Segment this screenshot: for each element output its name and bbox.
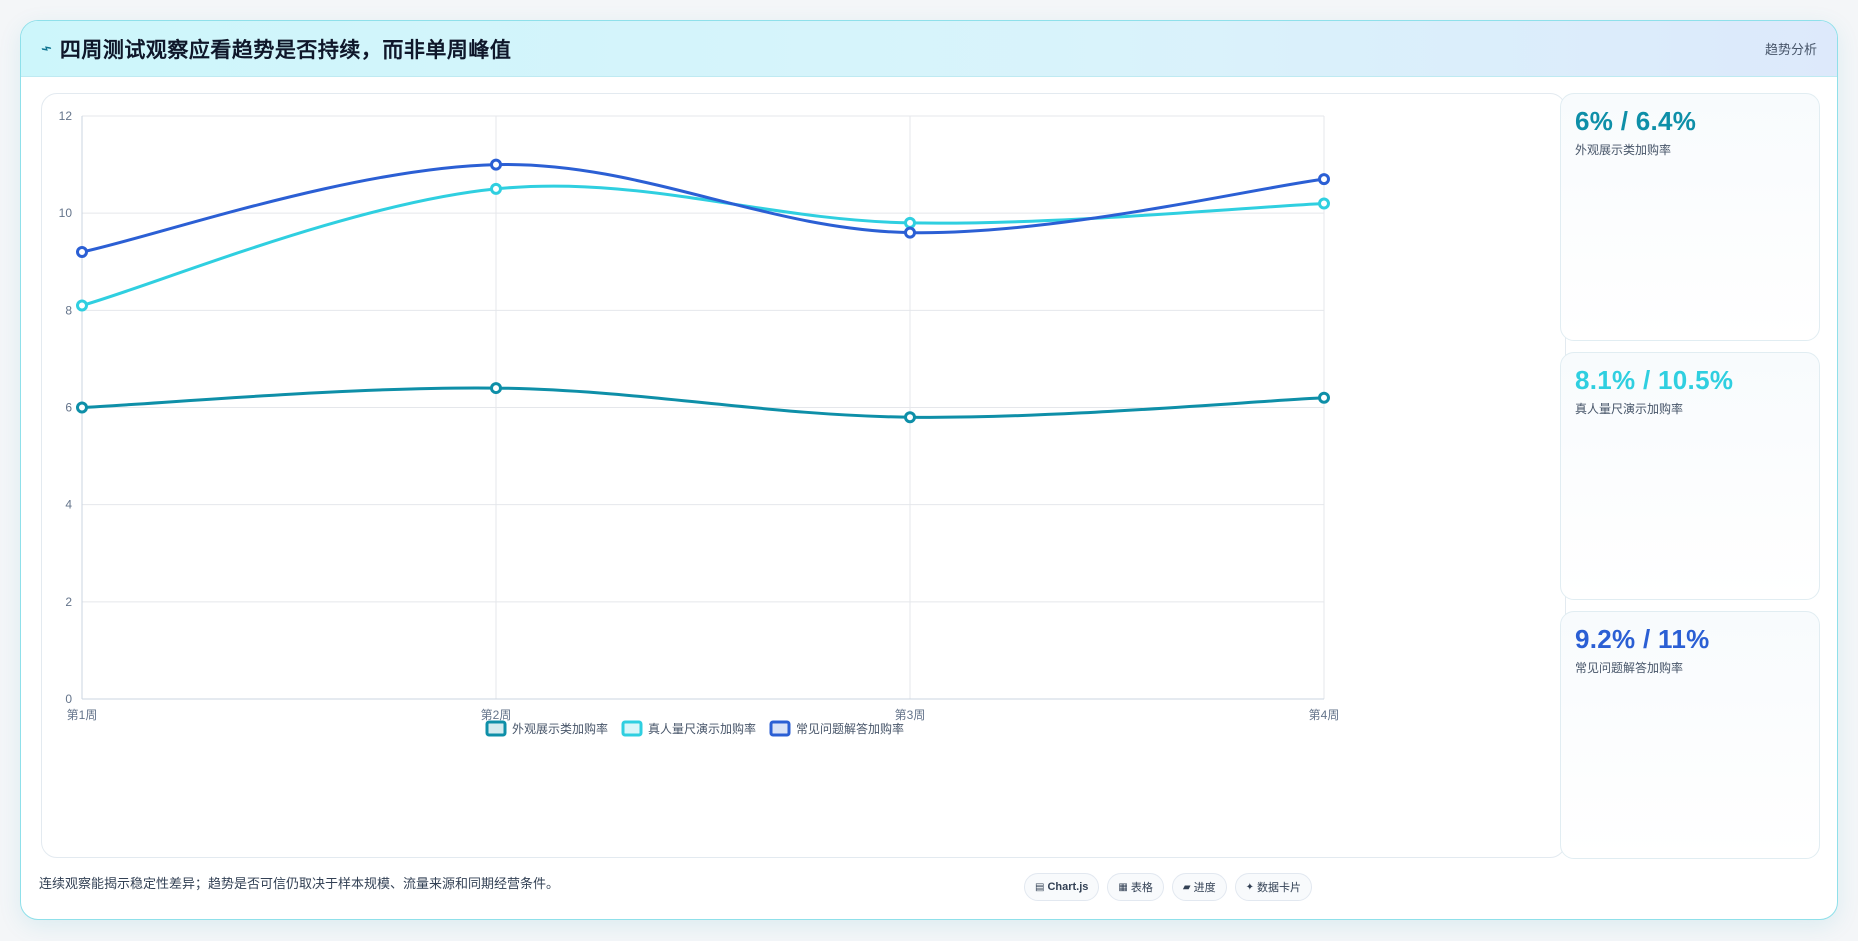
data-point bbox=[1318, 391, 1330, 404]
data-point bbox=[904, 411, 916, 424]
y-tick-label: 10 bbox=[59, 206, 73, 220]
chart-icon: ▤ bbox=[1035, 881, 1045, 893]
tech-tags: ▤ Chart.js ▦ 表格 ▰ 进度 ✦ 数据卡片 bbox=[1024, 873, 1312, 901]
trend-card: ⌁ 四周测试观察应看趋势是否持续，而非单周峰值 趋势分析 0 2 4 6 8 10 12 第1… bbox=[20, 20, 1838, 920]
legend-swatch bbox=[621, 720, 643, 737]
tag-label: Chart.js bbox=[1047, 881, 1089, 893]
progress-icon: ▰ bbox=[1182, 881, 1191, 893]
y-tick-label: 12 bbox=[59, 109, 73, 123]
table-icon: ▦ bbox=[1118, 881, 1128, 893]
data-point bbox=[1318, 173, 1330, 186]
data-point bbox=[490, 182, 502, 195]
tag-data-card[interactable]: ✦ 数据卡片 bbox=[1234, 873, 1312, 901]
card-header: ⌁ 四周测试观察应看趋势是否持续，而非单周峰值 趋势分析 bbox=[21, 21, 1837, 77]
x-tick-label: 第4周 bbox=[1309, 708, 1340, 722]
tag-progress[interactable]: ▰ 进度 bbox=[1171, 873, 1227, 901]
y-tick-label: 2 bbox=[65, 595, 72, 609]
series-line-1 bbox=[81, 386, 1325, 419]
data-point bbox=[490, 158, 502, 171]
trend-icon: ⌁ bbox=[37, 36, 55, 60]
tag-label: 表格 bbox=[1130, 882, 1153, 894]
series-line-3 bbox=[81, 163, 1325, 254]
stat-value: 6% / 6.4% bbox=[1575, 106, 1697, 136]
legend-swatch bbox=[769, 720, 791, 737]
x-tick-label: 第2周 bbox=[481, 708, 512, 722]
y-tick-label: 0 bbox=[65, 692, 72, 706]
data-point bbox=[490, 382, 502, 395]
data-point bbox=[904, 226, 916, 239]
data-point bbox=[904, 216, 916, 229]
tag-table[interactable]: ▦ 表格 bbox=[1107, 873, 1164, 901]
data-point bbox=[76, 246, 88, 259]
legend-label: 真人量尺演示加购率 bbox=[648, 721, 756, 736]
tag-chartjs[interactable]: ▤ Chart.js bbox=[1024, 873, 1100, 901]
data-point bbox=[76, 401, 88, 414]
tag-label: 数据卡片 bbox=[1256, 882, 1301, 894]
chart-panel: 0 2 4 6 8 10 12 第1周 第2周 第3周 第4周外观展示类加购率 真人量尺演示加购率 常见… bbox=[41, 93, 1566, 858]
legend-label: 外观展示类加购率 bbox=[512, 721, 608, 736]
tag-label: 进度 bbox=[1193, 882, 1216, 894]
data-point bbox=[1318, 197, 1330, 210]
legend-label: 常见问题解答加购率 bbox=[796, 721, 904, 736]
x-tick-label: 第3周 bbox=[895, 708, 926, 722]
card-icon: ✦ bbox=[1245, 881, 1254, 893]
card-title: 四周测试观察应看趋势是否持续，而非单周峰值 bbox=[59, 38, 512, 62]
stat-card-appearance: 6% / 6.4% 外观展示类加购率 bbox=[1560, 93, 1820, 341]
y-tick-label: 6 bbox=[65, 401, 72, 415]
y-tick-label: 4 bbox=[65, 498, 72, 512]
stat-card-faq: 9.2% / 11% 常见问题解答加购率 bbox=[1560, 611, 1820, 859]
x-tick-label: 第1周 bbox=[67, 708, 98, 722]
stat-value: 8.1% / 10.5% bbox=[1575, 365, 1734, 395]
stat-label: 真人量尺演示加购率 bbox=[1575, 402, 1684, 416]
stat-label: 常见问题解答加购率 bbox=[1575, 661, 1684, 675]
stat-value: 9.2% / 11% bbox=[1575, 624, 1710, 654]
stat-card-measurement: 8.1% / 10.5% 真人量尺演示加购率 bbox=[1560, 352, 1820, 600]
data-point bbox=[76, 299, 88, 312]
y-tick-label: 8 bbox=[65, 303, 72, 317]
stat-label: 外观展示类加购率 bbox=[1575, 143, 1672, 157]
footnote: 连续观察能揭示稳定性差异；趋势是否可信仍取决于样本规模、流量来源和同期经营条件。 bbox=[39, 876, 560, 891]
legend-swatch bbox=[485, 720, 507, 737]
header-tag: 趋势分析 bbox=[1764, 42, 1817, 57]
series-line-2 bbox=[81, 184, 1325, 307]
